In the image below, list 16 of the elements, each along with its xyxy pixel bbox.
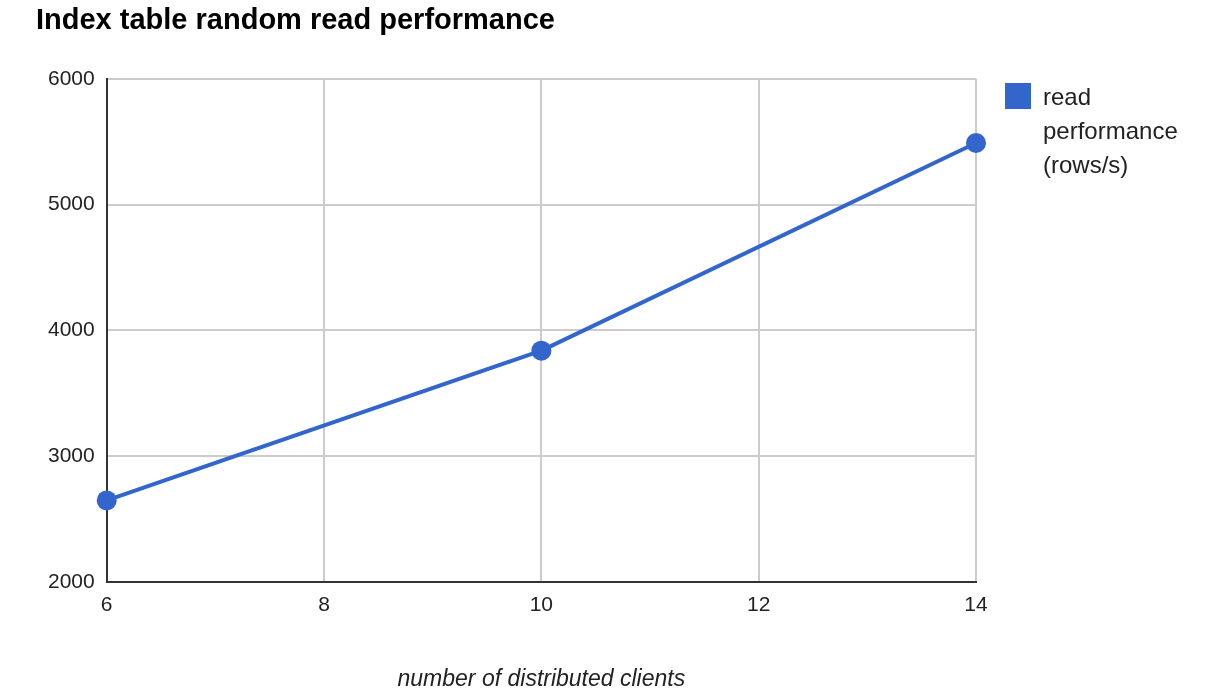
point bbox=[96, 490, 117, 511]
legend-label: read performance (rows/s) bbox=[1043, 82, 1179, 180]
x-tick-label: 12 bbox=[747, 591, 771, 615]
y-tick-label: 2000 bbox=[48, 569, 95, 592]
y-tick-label: 6000 bbox=[48, 65, 95, 89]
x-axis-title: number of distributed clients bbox=[397, 664, 686, 691]
y-tick-label: 5000 bbox=[48, 191, 95, 215]
x-tick-label: 6 bbox=[100, 591, 113, 615]
point bbox=[531, 340, 552, 361]
y-tick-label: 4000 bbox=[48, 317, 95, 341]
chart-title: Index table random read performance bbox=[36, 3, 555, 36]
x-tick-label: 8 bbox=[318, 591, 330, 615]
x-tick-label: 14 bbox=[964, 591, 988, 615]
x-tick-label: 10 bbox=[529, 591, 554, 615]
y-tick-label: 3000 bbox=[48, 443, 95, 467]
point bbox=[966, 132, 986, 153]
